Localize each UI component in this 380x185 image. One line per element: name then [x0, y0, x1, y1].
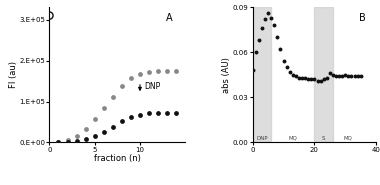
Point — [74, 134, 80, 137]
Point — [274, 36, 280, 39]
Point — [348, 75, 355, 78]
Bar — [253, 7, 271, 142]
Point — [256, 39, 262, 42]
Point — [265, 12, 271, 15]
Point — [355, 75, 361, 78]
Point — [164, 70, 170, 73]
Point — [318, 79, 324, 82]
Point — [119, 120, 125, 123]
Point — [271, 24, 277, 27]
Point — [339, 75, 345, 78]
Point — [92, 134, 98, 137]
Point — [164, 112, 170, 115]
Point — [101, 130, 107, 133]
Text: B: B — [359, 13, 366, 23]
Point — [315, 79, 321, 82]
Point — [299, 76, 305, 79]
Point — [302, 76, 308, 79]
Point — [327, 72, 333, 75]
Point — [82, 137, 89, 140]
Point — [146, 112, 152, 115]
Point — [336, 75, 342, 78]
Point — [324, 76, 330, 79]
Point — [110, 95, 116, 98]
Point — [74, 139, 80, 142]
Point — [293, 75, 299, 78]
Point — [290, 73, 296, 76]
Y-axis label: FI (au): FI (au) — [9, 61, 18, 88]
Point — [92, 117, 98, 120]
Point — [259, 27, 265, 30]
Point — [268, 16, 274, 19]
Y-axis label: abs (AU): abs (AU) — [222, 57, 231, 93]
Point — [308, 78, 314, 81]
Point — [358, 75, 364, 78]
Text: A: A — [166, 13, 173, 23]
Point — [250, 69, 256, 72]
Point — [262, 18, 268, 21]
Point — [345, 75, 352, 78]
Point — [137, 113, 143, 116]
Point — [342, 73, 348, 76]
Point — [352, 75, 358, 78]
Point — [82, 128, 89, 131]
Point — [287, 70, 293, 73]
Point — [296, 76, 302, 79]
Point — [110, 125, 116, 128]
Point — [55, 140, 62, 143]
Point — [137, 72, 143, 75]
Point — [280, 60, 287, 63]
Bar — [314, 7, 333, 142]
Point — [330, 73, 336, 76]
Text: DNP: DNP — [256, 136, 268, 141]
Point — [119, 85, 125, 88]
Text: DNP: DNP — [144, 82, 161, 91]
Text: S: S — [322, 136, 325, 141]
Point — [173, 70, 179, 73]
Point — [283, 66, 290, 69]
Point — [311, 78, 317, 81]
Text: MQ: MQ — [288, 136, 297, 141]
Point — [128, 76, 134, 79]
Point — [65, 139, 71, 142]
Text: MQ: MQ — [344, 136, 353, 141]
Point — [333, 75, 339, 78]
Point — [155, 112, 161, 115]
X-axis label: fraction (n): fraction (n) — [94, 154, 141, 163]
Point — [128, 116, 134, 119]
Point — [101, 106, 107, 109]
Point — [155, 70, 161, 73]
Point — [146, 71, 152, 74]
Point — [277, 48, 283, 51]
Point — [46, 14, 52, 17]
Point — [55, 141, 62, 144]
Point — [173, 112, 179, 115]
Point — [321, 78, 327, 81]
Point — [253, 51, 259, 54]
Point — [305, 78, 311, 81]
Point — [65, 140, 71, 143]
